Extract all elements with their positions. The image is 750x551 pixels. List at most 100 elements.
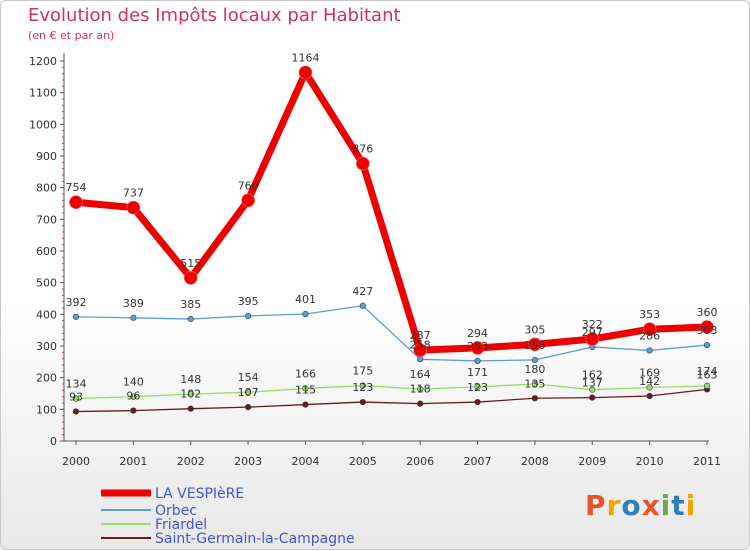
series-friardel-data-label: 174 [697,365,718,378]
series-orbec-data-label: 258 [410,338,431,351]
series-orbec-point [130,314,137,321]
y-tick-label: 200 [36,372,57,385]
series-orbec-point [72,313,80,320]
series-la-vespiere-point [700,320,714,334]
series-saint-germain-data-label: 93 [69,391,83,404]
series-saint-germain-point [302,401,309,408]
series-la-vespiere-data-label: 515 [180,257,201,270]
logo-letter: i [660,489,672,522]
series-la-vespiere-point [69,195,83,210]
series-friardel-point [302,385,309,392]
series-saint-germain-data-label: 96 [126,390,140,403]
series-saint-germain-data-label: 137 [582,377,603,390]
series-saint-germain-point [531,395,539,402]
series-orbec-point [646,347,653,354]
x-tick-label: 2002 [177,455,205,468]
series-friardel-point [244,389,252,396]
y-tick-label: 100 [36,403,57,416]
series-friardel-point [72,395,80,402]
series-saint-germain-point [417,400,424,407]
series-orbec-point [474,357,481,364]
series-friardel-point [130,393,137,400]
series-la-vespiere-point [470,341,485,355]
series-friardel-point [474,383,481,390]
series-saint-germain-line [75,388,708,413]
series-orbec-data-label: 256 [524,339,545,352]
series-la-vespiere-data-label: 287 [410,329,431,342]
legend-label: Orbec [155,503,197,519]
x-tick-label: 2011 [693,455,721,468]
series-la-vespiere-point [298,65,313,80]
logo-letter: o [621,489,642,522]
series-saint-germain-point [72,408,80,415]
y-tick-label: 1000 [29,118,57,131]
logo-letter: r [606,489,622,522]
series-friardel-data-label: 162 [582,369,603,382]
series-la-vespiere-point [413,343,427,357]
series-saint-germain-data-label: 115 [295,384,316,397]
series-friardel-point [531,380,539,388]
series-saint-germain-point [646,392,653,400]
y-tick-label: 700 [36,213,57,226]
series-friardel-line [75,383,708,400]
series-friardel-data-label: 164 [410,368,431,381]
chart-subtitle: (en € et par an) [28,29,115,42]
series-orbec-data-label: 389 [123,297,144,310]
x-tick-label: 2006 [406,455,434,468]
series-orbec-data-label: 297 [582,326,603,339]
series-orbec-point [703,341,711,349]
series-friardel-data-label: 171 [467,366,488,379]
series-saint-germain-point [474,398,481,406]
series-orbec-data-label: 392 [66,296,87,309]
series-orbec-data-label: 385 [180,298,201,311]
series-saint-germain-point [244,404,252,411]
y-tick-label: 1100 [29,87,57,100]
y-tick-label: 1200 [29,55,57,68]
legend-label: Friardel [155,517,207,533]
series-friardel-data-label: 134 [66,378,87,391]
series-saint-germain-data-label: 135 [524,377,545,390]
x-tick-label: 2007 [464,455,492,468]
series-saint-germain-data-label: 142 [639,375,660,388]
series-friardel-point [646,384,653,391]
series-la-vespiere-point [528,337,542,352]
series-saint-germain-point [130,407,137,414]
series-la-vespiere-line [75,68,708,354]
x-tick-label: 2003 [234,455,262,468]
series-saint-germain-point [589,394,596,401]
series-orbec-point [417,356,424,363]
series-orbec-point [244,312,252,320]
series-la-vespiere-data-label: 737 [123,187,144,200]
series-orbec-data-label: 253 [467,340,488,353]
proxiti-logo: Proxiti [585,489,696,522]
chart-axes: 0 100 200 300 400 500 600 700 800 900 1000 1100 1200… [29,53,721,468]
series-friardel-data-label: 140 [123,376,144,389]
x-tick-label: 2000 [62,455,90,468]
y-tick-label: 0 [50,435,57,448]
series-la-vespiere-data-label: 760 [238,179,259,192]
series-friardel-point [703,382,711,390]
series-la-vespiere-data-label: 876 [352,143,373,156]
series-la-vespiere-point [241,193,255,208]
series-la-vespiere-data-label: 1164 [291,51,319,64]
x-tick-label: 2008 [521,455,549,468]
logo-letter: P [585,489,607,522]
x-tick-label: 2001 [119,455,147,468]
series-friardel-data-label: 166 [295,367,316,380]
series-saint-germain-data-label: 102 [180,388,201,401]
series-la-vespiere-data-label: 294 [467,327,488,340]
x-tick-label: 2010 [636,455,664,468]
series-layer [69,65,714,415]
series-la-vespiere-data-label: 305 [524,323,545,336]
series-saint-germain-data-label: 163 [697,368,718,381]
legend-label: Saint-Germain-la-Campagne [155,531,355,547]
series-orbec-data-label: 303 [697,324,718,337]
series-friardel-data-label: 169 [639,366,660,379]
series-saint-germain-data-label: 107 [238,386,259,399]
x-tick-label: 2004 [291,455,319,468]
y-tick-label: 500 [36,277,57,290]
series-orbec-point [531,356,539,364]
series-saint-germain-point [359,398,366,406]
x-tick-label: 2005 [349,455,377,468]
